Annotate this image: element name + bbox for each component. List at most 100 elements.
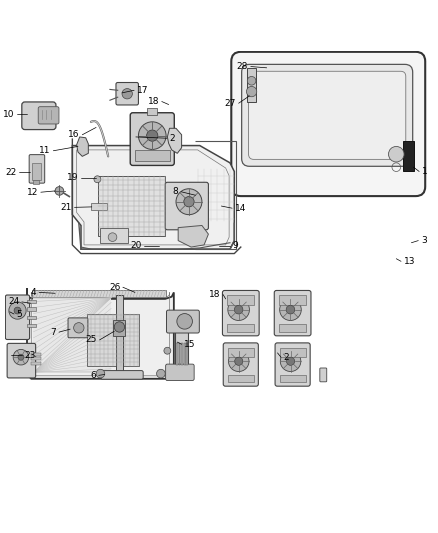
Bar — [27, 307, 35, 311]
Circle shape — [9, 302, 26, 319]
Text: 18: 18 — [148, 97, 159, 106]
Bar — [113, 320, 125, 336]
Text: 12: 12 — [27, 188, 38, 197]
Text: 2: 2 — [283, 353, 289, 362]
Text: 6: 6 — [90, 371, 96, 380]
Text: 5: 5 — [17, 310, 22, 319]
Text: 7: 7 — [51, 328, 57, 337]
Bar — [175, 312, 188, 379]
Bar — [32, 163, 41, 180]
Circle shape — [164, 348, 171, 354]
FancyBboxPatch shape — [320, 368, 327, 382]
Bar — [228, 375, 254, 382]
FancyBboxPatch shape — [166, 310, 199, 333]
Text: 14: 14 — [235, 204, 246, 213]
Bar — [32, 180, 39, 184]
FancyBboxPatch shape — [275, 343, 310, 386]
Circle shape — [18, 354, 24, 360]
Text: 19: 19 — [67, 173, 78, 182]
Bar — [100, 228, 128, 243]
Polygon shape — [27, 288, 174, 379]
Circle shape — [13, 350, 29, 365]
FancyBboxPatch shape — [116, 83, 138, 105]
Text: 1: 1 — [422, 167, 427, 176]
FancyBboxPatch shape — [231, 52, 425, 196]
Text: 24: 24 — [8, 297, 19, 306]
Text: 11: 11 — [39, 146, 51, 155]
Bar — [32, 353, 41, 356]
Circle shape — [138, 122, 166, 149]
Bar — [187, 343, 188, 365]
Circle shape — [229, 351, 249, 372]
Bar — [176, 343, 178, 365]
Text: 23: 23 — [25, 351, 36, 360]
Text: 8: 8 — [173, 187, 179, 196]
Circle shape — [177, 313, 192, 329]
Polygon shape — [72, 146, 234, 249]
Text: 20: 20 — [131, 241, 142, 251]
Circle shape — [286, 305, 295, 314]
Circle shape — [247, 76, 256, 85]
Circle shape — [94, 176, 101, 183]
Bar — [179, 343, 180, 365]
Circle shape — [96, 369, 105, 378]
Text: 3: 3 — [421, 236, 427, 245]
Circle shape — [74, 322, 84, 333]
Bar — [27, 316, 35, 319]
Circle shape — [176, 189, 202, 215]
Polygon shape — [77, 137, 88, 156]
Text: 15: 15 — [184, 340, 196, 349]
Bar — [32, 357, 41, 360]
FancyBboxPatch shape — [29, 155, 45, 183]
FancyBboxPatch shape — [223, 343, 258, 386]
Bar — [147, 108, 157, 115]
Text: 28: 28 — [237, 62, 248, 71]
Bar — [32, 361, 41, 365]
Circle shape — [108, 233, 117, 241]
FancyBboxPatch shape — [274, 290, 311, 336]
Text: 9: 9 — [233, 241, 238, 251]
Text: 16: 16 — [68, 130, 80, 139]
Bar — [181, 343, 183, 365]
Text: 2: 2 — [170, 134, 175, 143]
Bar — [280, 348, 306, 357]
Text: 4: 4 — [31, 288, 36, 297]
Circle shape — [55, 187, 64, 195]
FancyBboxPatch shape — [101, 370, 143, 379]
Bar — [32, 290, 166, 297]
Bar — [27, 324, 35, 327]
Circle shape — [286, 357, 295, 365]
Bar — [403, 141, 413, 172]
FancyBboxPatch shape — [223, 290, 259, 336]
Bar — [116, 295, 124, 375]
Circle shape — [114, 322, 124, 332]
Bar — [98, 176, 165, 236]
Bar — [135, 150, 170, 160]
Text: 25: 25 — [85, 335, 97, 344]
Bar — [227, 295, 254, 305]
Text: 17: 17 — [137, 86, 148, 95]
Text: 21: 21 — [60, 203, 72, 212]
Bar — [279, 295, 306, 305]
Bar — [227, 324, 254, 332]
Circle shape — [280, 351, 301, 372]
Polygon shape — [167, 128, 182, 154]
FancyBboxPatch shape — [130, 113, 174, 165]
FancyBboxPatch shape — [7, 343, 35, 378]
Text: 27: 27 — [225, 99, 236, 108]
FancyBboxPatch shape — [165, 182, 208, 230]
Circle shape — [184, 197, 194, 207]
Text: 22: 22 — [5, 168, 17, 177]
Circle shape — [14, 307, 21, 314]
FancyBboxPatch shape — [166, 364, 194, 381]
Circle shape — [156, 369, 165, 378]
Bar — [280, 375, 306, 382]
FancyBboxPatch shape — [38, 107, 59, 124]
FancyBboxPatch shape — [68, 318, 88, 338]
Bar — [184, 343, 186, 365]
Circle shape — [389, 147, 404, 162]
Text: 13: 13 — [404, 257, 415, 266]
FancyBboxPatch shape — [22, 102, 56, 130]
Bar — [247, 68, 256, 102]
Bar — [88, 314, 139, 366]
